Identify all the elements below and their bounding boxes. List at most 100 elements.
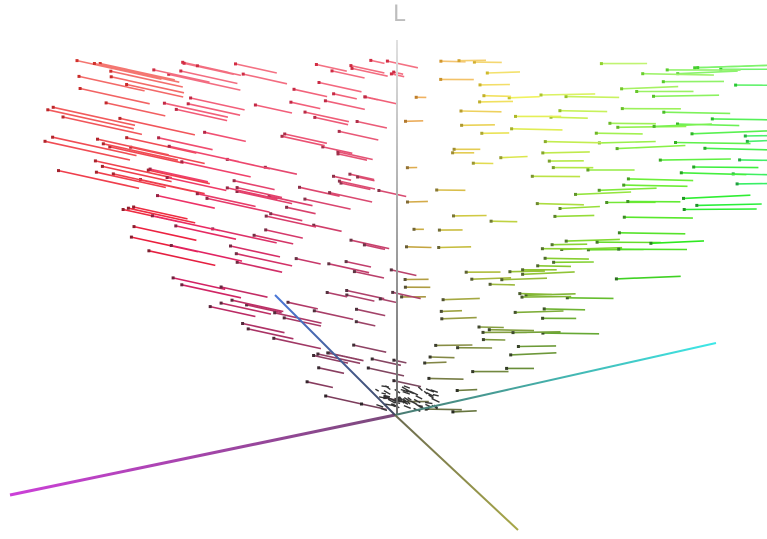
vector-segment	[512, 129, 563, 130]
vector-segment	[619, 233, 685, 234]
vector-segment	[351, 240, 389, 248]
vector-point	[331, 69, 334, 72]
vector-point	[233, 179, 236, 182]
vector-point	[132, 206, 135, 209]
vector-segment	[332, 71, 365, 78]
vector-point	[521, 268, 524, 271]
vector-point	[434, 344, 437, 347]
vector-segment	[628, 179, 693, 181]
vector-segment	[191, 98, 245, 110]
vector-segment	[511, 353, 557, 355]
vector-segment	[617, 146, 685, 149]
vector-point	[226, 186, 229, 189]
vector-segment	[480, 101, 513, 102]
vector-point	[558, 109, 561, 112]
vector-point	[196, 192, 199, 195]
vector-point	[543, 307, 546, 310]
vector-point	[328, 191, 331, 194]
vector-segment	[406, 121, 424, 122]
vector-point	[460, 124, 463, 127]
vector-segment	[737, 183, 767, 184]
vector-segment	[622, 87, 679, 89]
vector-point	[616, 147, 619, 150]
vector-point	[574, 193, 577, 196]
vector-point	[298, 186, 301, 189]
vector-segment	[380, 299, 396, 303]
vector-segment	[487, 72, 520, 73]
vector-point	[471, 370, 474, 373]
vector-segment	[490, 284, 515, 285]
vector-segment	[698, 65, 767, 68]
vector-segment	[305, 199, 351, 209]
vector-segment	[501, 157, 528, 158]
vector-point	[553, 215, 556, 218]
vector-segment	[391, 270, 416, 276]
vector-segment	[599, 188, 656, 190]
vector-segment	[197, 66, 241, 76]
vector-point	[369, 59, 372, 62]
vector-point	[734, 84, 737, 87]
vector-point	[125, 83, 128, 86]
vector-point	[517, 345, 520, 348]
vector-segment	[365, 97, 378, 100]
olive-axis	[395, 415, 518, 530]
vector-point	[489, 283, 492, 286]
vector-point	[133, 225, 136, 228]
vector-segment	[232, 300, 283, 311]
vector-segment	[319, 83, 362, 92]
vector-point	[406, 201, 409, 204]
vector-point	[183, 62, 186, 65]
vector-point	[696, 66, 699, 69]
vector-point	[548, 160, 551, 163]
vector-point	[273, 311, 276, 314]
vector-segment	[334, 94, 357, 99]
vector-segment	[346, 262, 371, 267]
vector-segment	[740, 160, 767, 161]
vector-point	[680, 171, 683, 174]
vector-point	[693, 66, 696, 69]
vector-point	[170, 244, 173, 247]
vector-point	[180, 283, 183, 286]
vector-point	[105, 101, 108, 104]
vector-point	[149, 168, 152, 171]
vector-point	[521, 273, 524, 276]
vector-point	[451, 151, 454, 154]
vector-segment	[339, 131, 378, 140]
vector-point	[152, 68, 155, 71]
vector-segment	[684, 195, 751, 198]
vector-segment	[520, 294, 552, 295]
vector-segment	[408, 201, 428, 202]
vector-segment	[643, 74, 714, 75]
vector-segment	[576, 192, 632, 194]
vector-point	[338, 180, 341, 183]
vector-point	[209, 305, 212, 308]
vector-point	[110, 75, 113, 78]
vector-point	[460, 110, 463, 113]
vector-point	[482, 338, 485, 341]
vector-point	[596, 241, 599, 244]
vector-segment	[243, 74, 287, 84]
vector-segment	[314, 225, 342, 231]
vector-point	[151, 214, 154, 217]
vector-point	[518, 292, 521, 295]
vector-point	[156, 194, 159, 197]
vector-point	[505, 367, 508, 370]
vector-segment	[148, 170, 210, 184]
vector-point	[203, 131, 206, 134]
vector-point	[236, 186, 239, 189]
vector-point	[509, 353, 512, 356]
vector-segment	[664, 112, 730, 113]
vector-point	[438, 229, 441, 232]
vector-segment	[676, 143, 751, 144]
vector-point	[480, 132, 483, 135]
vector-point	[52, 106, 55, 109]
vector-point	[695, 204, 698, 207]
vector-point	[608, 122, 611, 125]
vector-point	[390, 268, 393, 271]
vector-point	[355, 308, 358, 311]
vector-segment	[599, 142, 655, 143]
vector-point	[453, 148, 456, 151]
vector-segment	[314, 311, 353, 320]
